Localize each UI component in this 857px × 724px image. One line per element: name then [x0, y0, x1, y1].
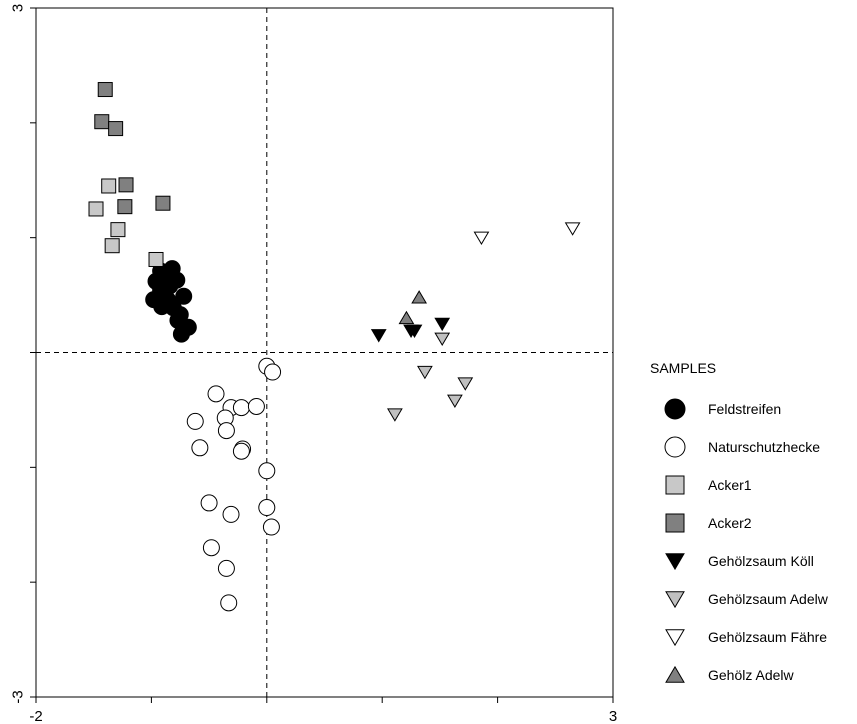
data-point	[200, 494, 218, 512]
data-point	[217, 559, 235, 577]
series-Gehölz Adelw	[398, 290, 428, 325]
data-point	[406, 324, 423, 338]
legend-swatch-icon	[665, 553, 685, 571]
legend-label: Naturschutzhecke	[708, 439, 821, 455]
data-point	[148, 251, 164, 267]
legend-marker	[665, 665, 685, 683]
legend-label: Gehölzsaum Fähre	[708, 629, 828, 645]
legend-item: Gehölz Adelw	[650, 656, 855, 694]
legend-marker	[665, 475, 685, 495]
legend-marker	[664, 436, 686, 458]
legend: SAMPLES Feldstreifen Naturschutzhecke Acke…	[650, 360, 855, 694]
series-Gehölzsaum Köll	[370, 317, 451, 343]
data-point	[564, 222, 581, 236]
data-point	[434, 332, 451, 347]
data-point	[202, 539, 220, 557]
data-point	[117, 199, 133, 215]
y-tick-label: -3	[10, 690, 27, 703]
legend-label: Gehölz Adelw	[708, 667, 794, 683]
data-point	[387, 408, 403, 422]
legend-label: Gehölzsaum Köll	[708, 553, 814, 569]
legend-item: Gehölzsaum Adelw	[650, 580, 855, 618]
series-Feldstreifen	[145, 260, 197, 343]
y-tick-label: 3	[10, 4, 27, 12]
data-point	[411, 290, 428, 304]
data-point	[155, 195, 171, 211]
legend-item: Acker2	[650, 504, 855, 542]
legend-marker	[665, 553, 685, 571]
data-point	[118, 177, 134, 193]
data-point	[175, 287, 193, 305]
data-point	[186, 412, 204, 430]
data-point	[434, 317, 451, 332]
data-point	[97, 82, 113, 98]
data-point	[108, 121, 124, 137]
legend-item: Acker1	[650, 466, 855, 504]
data-point	[104, 238, 120, 254]
data-point	[207, 385, 225, 403]
data-point	[473, 231, 490, 245]
legend-swatch-icon	[665, 475, 685, 495]
data-point	[370, 329, 387, 343]
data-point	[457, 377, 474, 391]
legend-marker	[665, 513, 685, 533]
data-point	[398, 310, 415, 325]
legend-swatch-icon	[665, 591, 685, 609]
legend-label: Acker1	[708, 477, 752, 493]
data-point	[172, 325, 190, 343]
chart-marks	[88, 82, 581, 612]
series-Acker1	[88, 178, 164, 267]
legend-swatch-icon	[665, 629, 685, 647]
data-point	[110, 222, 126, 238]
series-Naturschutzhecke	[186, 357, 282, 612]
legend-title: SAMPLES	[650, 360, 717, 376]
data-point	[264, 363, 282, 381]
legend-marker	[665, 629, 685, 647]
series-Gehölzsaum Adelw	[387, 332, 474, 422]
legend-swatch-icon	[664, 398, 686, 420]
data-point	[191, 439, 209, 457]
legend-item: Feldstreifen	[650, 390, 855, 428]
legend-swatch-icon	[665, 665, 685, 683]
data-point	[417, 365, 433, 380]
x-tick-label: -2	[29, 708, 42, 724]
x-tick-label: 3	[609, 708, 617, 724]
data-point	[232, 399, 250, 417]
legend-items: Feldstreifen Naturschutzhecke Acker1 Acker2…	[650, 390, 855, 694]
legend-label: Feldstreifen	[708, 401, 782, 417]
data-point	[94, 114, 110, 130]
axes: -2 3 3 -3	[10, 4, 618, 724]
legend-marker	[665, 591, 685, 609]
legend-swatch-icon	[665, 513, 685, 533]
data-point	[222, 505, 240, 523]
data-point	[262, 518, 280, 536]
series-Gehölzsaum Fähre	[473, 222, 581, 245]
data-point	[232, 442, 250, 460]
legend-swatch-icon	[664, 436, 686, 458]
data-point	[258, 462, 276, 480]
legend-label: Gehölzsaum Adelw	[708, 591, 828, 607]
data-point	[258, 499, 276, 517]
data-point	[88, 201, 104, 217]
legend-item: Gehölzsaum Köll	[650, 542, 855, 580]
data-point	[247, 397, 265, 415]
data-point	[220, 594, 238, 612]
series-Acker2	[94, 82, 171, 215]
data-point	[101, 178, 117, 194]
legend-marker	[664, 398, 686, 420]
legend-item: Naturschutzhecke	[650, 428, 855, 466]
data-point	[447, 394, 463, 409]
data-point	[217, 422, 235, 440]
legend-label: Acker2	[708, 515, 752, 531]
legend-item: Gehölzsaum Fähre	[650, 618, 855, 656]
